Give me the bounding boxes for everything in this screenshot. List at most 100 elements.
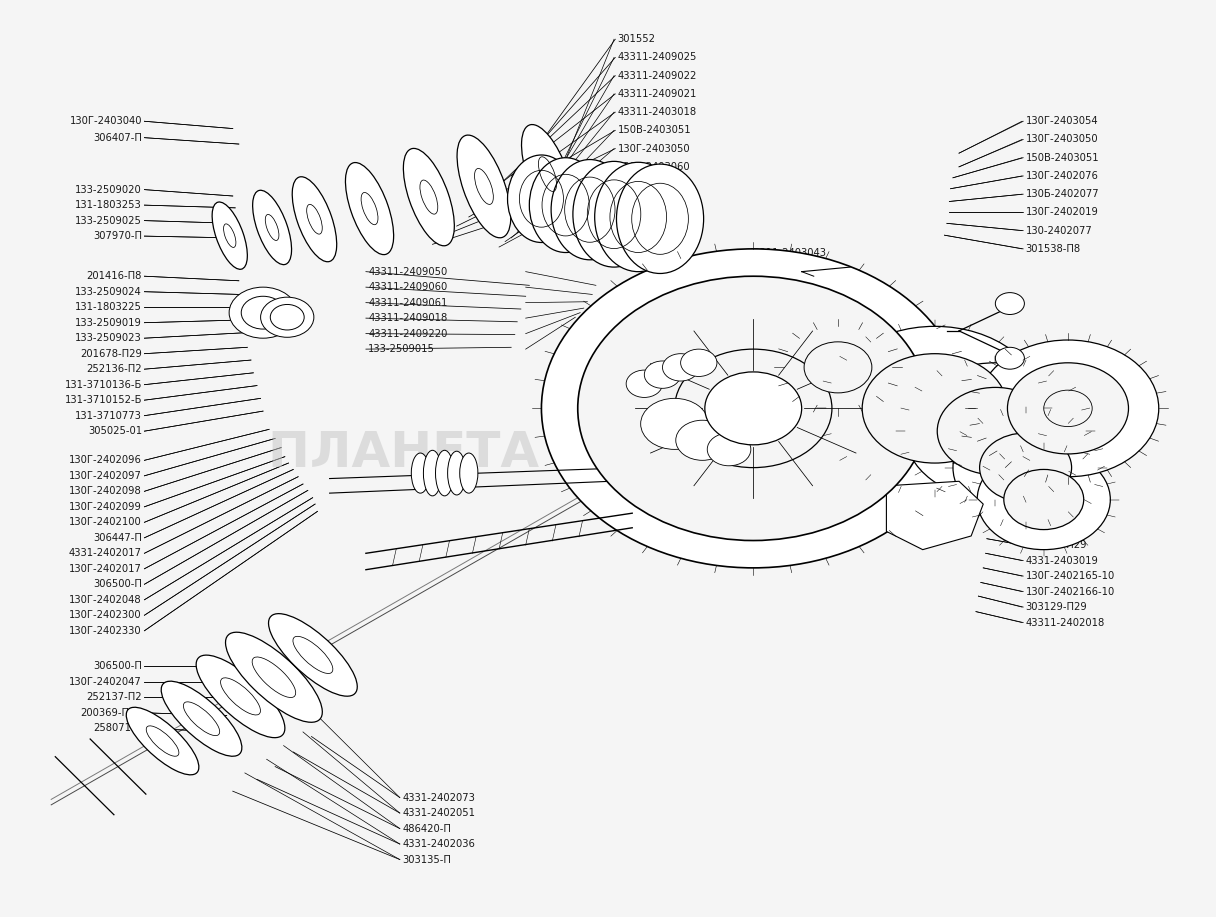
Circle shape	[705, 372, 801, 445]
Circle shape	[996, 348, 1024, 370]
Text: 43311-2409022: 43311-2409022	[618, 71, 697, 81]
Text: 130Г-2403040: 130Г-2403040	[1025, 509, 1098, 519]
Text: 130Г-2402166-10: 130Г-2402166-10	[1025, 587, 1115, 597]
Text: 130-2402077: 130-2402077	[1025, 226, 1092, 236]
Text: 301552: 301552	[618, 34, 655, 44]
Circle shape	[270, 304, 304, 330]
Circle shape	[578, 276, 929, 540]
Circle shape	[1043, 390, 1092, 426]
Ellipse shape	[292, 177, 337, 261]
Text: 200369-П29: 200369-П29	[80, 708, 142, 718]
Circle shape	[641, 398, 709, 449]
Text: 4331-2402036: 4331-2402036	[402, 839, 475, 849]
Circle shape	[938, 387, 1053, 475]
Text: 130Г-2402300: 130Г-2402300	[69, 611, 142, 620]
Circle shape	[541, 249, 966, 568]
Ellipse shape	[212, 202, 247, 270]
Ellipse shape	[460, 453, 478, 493]
Text: 43311-2403043: 43311-2403043	[747, 248, 826, 258]
Text: 43311-2403018: 43311-2403018	[618, 107, 697, 117]
Ellipse shape	[617, 164, 704, 273]
Text: 131-3710152-Б: 131-3710152-Б	[64, 395, 142, 405]
Text: 43311-2409025: 43311-2409025	[618, 52, 697, 62]
Text: 131-3710136-Б: 131-3710136-Б	[64, 380, 142, 390]
Text: 130Г-2403060: 130Г-2403060	[618, 161, 691, 171]
Text: 43311-2409021: 43311-2409021	[618, 89, 697, 99]
Ellipse shape	[126, 707, 199, 775]
Text: 4331-2402017: 4331-2402017	[69, 548, 142, 558]
Text: 130Г-2402099: 130Г-2402099	[69, 502, 142, 512]
Text: 130Г-2403050: 130Г-2403050	[1025, 135, 1098, 145]
Text: 4331-2402073: 4331-2402073	[402, 792, 475, 802]
Ellipse shape	[507, 155, 575, 242]
Text: 131-3710773: 131-3710773	[75, 411, 142, 421]
Ellipse shape	[551, 160, 629, 260]
Circle shape	[632, 317, 874, 500]
Circle shape	[826, 326, 1043, 491]
Text: 150В-2403051: 150В-2403051	[618, 126, 692, 136]
Ellipse shape	[595, 162, 682, 271]
Text: 130Г-2402098: 130Г-2402098	[69, 486, 142, 496]
Text: 306500-П: 306500-П	[94, 661, 142, 671]
Circle shape	[980, 433, 1071, 503]
Text: 4331-2402051: 4331-2402051	[402, 808, 475, 818]
Circle shape	[978, 340, 1159, 477]
Text: 43311-2409050: 43311-2409050	[368, 267, 447, 277]
Text: 130Г-2403043: 130Г-2403043	[1025, 493, 1098, 503]
Ellipse shape	[411, 453, 429, 493]
Text: 130Г-2402100: 130Г-2402100	[69, 517, 142, 527]
Circle shape	[996, 293, 1024, 315]
Text: 130Г-2402097: 130Г-2402097	[69, 470, 142, 481]
Circle shape	[663, 354, 699, 381]
Text: 130Г-2402330: 130Г-2402330	[69, 625, 142, 635]
Text: 303135-П: 303135-П	[402, 855, 451, 865]
Text: 130Г-2403040: 130Г-2403040	[69, 116, 142, 127]
Text: ПЛАНЕТА КОЛЕСА: ПЛАНЕТА КОЛЕСА	[268, 430, 790, 478]
Text: 252137-П2: 252137-П2	[86, 692, 142, 702]
Text: 201416-П8: 201416-П8	[86, 271, 142, 282]
Text: 133-2509015: 133-2509015	[368, 344, 435, 354]
Text: 201678-П29: 201678-П29	[80, 348, 142, 359]
Text: 130Г-2402060: 130Г-2402060	[755, 535, 828, 545]
Text: 130Г-2403050: 130Г-2403050	[618, 144, 691, 154]
Text: 133-2509019: 133-2509019	[75, 317, 142, 327]
Text: 130Г-2402165-10: 130Г-2402165-10	[1025, 571, 1115, 581]
Text: 307970-П: 307970-П	[92, 231, 142, 241]
Circle shape	[681, 349, 717, 377]
Circle shape	[978, 449, 1110, 549]
Circle shape	[676, 420, 730, 460]
Circle shape	[862, 354, 1007, 463]
Text: 131-1803253: 131-1803253	[75, 200, 142, 210]
Circle shape	[229, 287, 297, 338]
Polygon shape	[886, 481, 984, 549]
Text: 43311-2409060: 43311-2409060	[368, 282, 447, 293]
Circle shape	[1004, 470, 1083, 530]
Ellipse shape	[573, 161, 655, 267]
Ellipse shape	[225, 632, 322, 723]
Text: 133-2509023: 133-2509023	[75, 333, 142, 343]
Text: 133-2509025: 133-2509025	[75, 215, 142, 226]
Text: 130Г-2402047: 130Г-2402047	[69, 677, 142, 687]
Text: 130Г-2402017: 130Г-2402017	[69, 564, 142, 574]
Text: 150В-2403051: 150В-2403051	[1025, 153, 1099, 162]
Text: 43311-2409061: 43311-2409061	[368, 298, 447, 307]
Circle shape	[260, 297, 314, 337]
Text: 301538-П8: 301538-П8	[1025, 244, 1081, 254]
Circle shape	[626, 370, 663, 397]
Circle shape	[905, 363, 1086, 500]
Text: 130Г-2403058: 130Г-2403058	[618, 180, 691, 190]
Ellipse shape	[529, 158, 602, 252]
Ellipse shape	[162, 681, 242, 757]
Text: 258071-П: 258071-П	[92, 724, 142, 734]
Text: 4331-2402060: 4331-2402060	[755, 519, 828, 529]
Text: 130Г-2403044: 130Г-2403044	[1025, 478, 1098, 488]
Text: 43311-2409018: 43311-2409018	[368, 313, 447, 323]
Text: 306500-П: 306500-П	[94, 580, 142, 590]
Text: 485437-П: 485437-П	[1025, 525, 1075, 535]
Ellipse shape	[404, 149, 455, 246]
Text: 305025-01: 305025-01	[88, 426, 142, 436]
Circle shape	[675, 349, 832, 468]
Text: 252136-П2: 252136-П2	[86, 364, 142, 374]
Ellipse shape	[435, 450, 454, 496]
Circle shape	[953, 413, 1098, 523]
